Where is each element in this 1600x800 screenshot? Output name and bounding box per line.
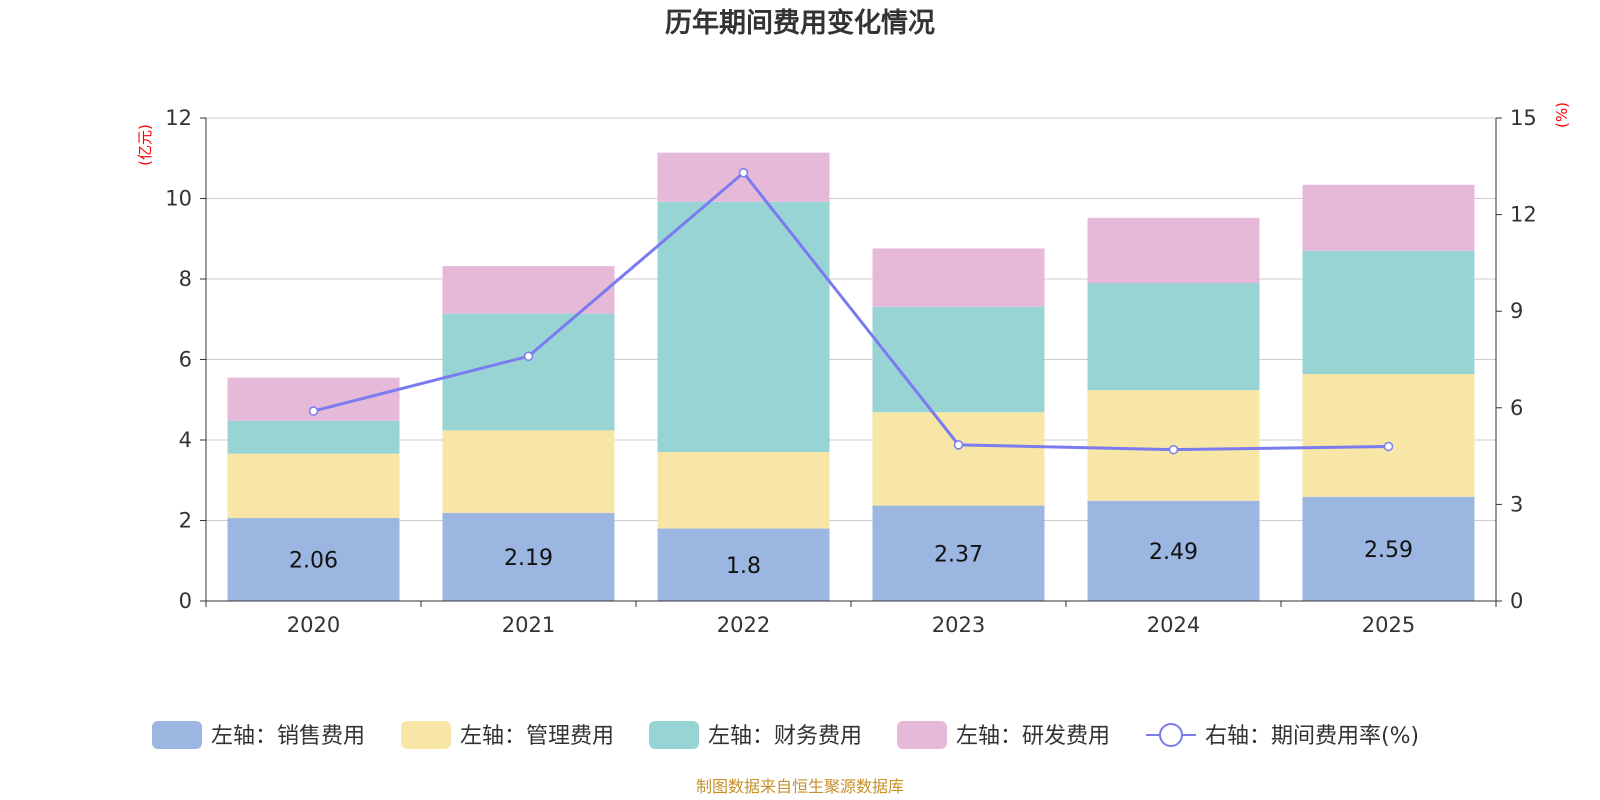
legend-swatch	[401, 721, 451, 749]
rate-line-group	[308, 167, 1394, 455]
legend-label: 左轴：财务费用	[708, 724, 862, 749]
rate-line	[313, 170, 1389, 452]
bar-data-label: 2.37	[934, 542, 983, 567]
legend-label: 左轴：管理费用	[460, 724, 614, 749]
left-axis-tick-label: 0	[179, 589, 192, 613]
left-axis-tick-label: 6	[179, 348, 192, 372]
bar-finance	[227, 420, 400, 454]
grid	[206, 117, 1496, 521]
x-axis-tick-label: 2020	[287, 613, 340, 637]
x-axis-tick-label: 2021	[502, 613, 555, 637]
bar-finance	[872, 306, 1045, 413]
left-axis-unit: (亿元)	[136, 124, 154, 166]
x-axis-tick-label: 2022	[717, 613, 770, 637]
bar-admin	[227, 453, 400, 519]
bar-sales	[1302, 496, 1475, 601]
bar-data-label: 2.49	[1149, 540, 1198, 565]
bar-admin	[872, 412, 1045, 506]
bar-data-label: 1.8	[726, 554, 761, 579]
left-axis-tick-label: 12	[165, 106, 192, 130]
bar-sales	[872, 505, 1045, 601]
x-axis-tick-label: 2025	[1362, 613, 1415, 637]
rate-line-point	[308, 406, 319, 416]
rate-line-point	[1383, 441, 1394, 452]
left-axis-tick-label: 8	[179, 267, 192, 291]
bar-admin	[442, 430, 615, 513]
bar-finance	[1302, 250, 1475, 374]
bar-sales	[1087, 500, 1260, 601]
bar-finance	[657, 201, 830, 453]
left-axis-tick-label: 2	[179, 509, 192, 533]
rate-line-point	[738, 167, 749, 178]
right-axis-tick-label: 15	[1510, 106, 1537, 130]
bar-data-label: 2.06	[289, 549, 338, 574]
right-axis-tick-label: 0	[1510, 589, 1523, 613]
bar-sales	[442, 512, 615, 601]
data-source: 制图数据来自恒生聚源数据库	[696, 777, 904, 796]
bar-data-label: 2.19	[504, 546, 553, 571]
bar-finance	[1087, 283, 1260, 391]
bar-rnd	[872, 248, 1045, 307]
chart-title: 历年期间费用变化情况	[665, 7, 935, 39]
bar-sales	[227, 518, 400, 601]
bar-data-label: 2.59	[1364, 538, 1413, 563]
bars: 2.06 2.19 1.8 2.37 2.49 2.59	[227, 152, 1475, 601]
legend-line-marker	[1159, 723, 1183, 747]
legend-swatch	[152, 721, 202, 749]
right-axis-tick-label: 12	[1510, 203, 1537, 227]
x-axis-tick-label: 2023	[932, 613, 985, 637]
legend: 左轴：销售费用 左轴：管理费用 左轴：财务费用 左轴：研发费用 右轴：期间费用率(%)	[152, 721, 1419, 749]
rate-line-point	[1168, 444, 1179, 455]
legend-label: 左轴：研发费用	[956, 724, 1110, 749]
x-axis-tick-label: 2024	[1147, 613, 1200, 637]
rate-line-point	[953, 440, 964, 450]
legend-swatch	[649, 721, 699, 749]
bar-admin	[1302, 373, 1475, 497]
right-axis-tick-label: 3	[1510, 492, 1523, 516]
legend-label: 左轴：销售费用	[211, 724, 365, 749]
bar-sales	[657, 528, 830, 601]
axes: 0 2 4 6 8 10 12 0 3 6 9 12 15 2020 2021 2022 2023 2024 202…	[165, 106, 1536, 637]
rate-line-point	[523, 351, 534, 362]
legend-label: 右轴：期间费用率(%)	[1205, 724, 1419, 749]
right-axis-tick-label: 6	[1510, 396, 1523, 420]
right-axis-tick-label: 9	[1510, 299, 1523, 323]
legend-swatch	[897, 721, 947, 749]
bar-rnd	[1087, 217, 1260, 284]
right-axis-unit: (%)	[1553, 102, 1571, 128]
bar-admin	[657, 452, 830, 529]
left-axis-tick-label: 4	[179, 428, 192, 452]
left-axis-tick-label: 10	[165, 187, 192, 211]
bar-rnd	[1302, 184, 1475, 251]
